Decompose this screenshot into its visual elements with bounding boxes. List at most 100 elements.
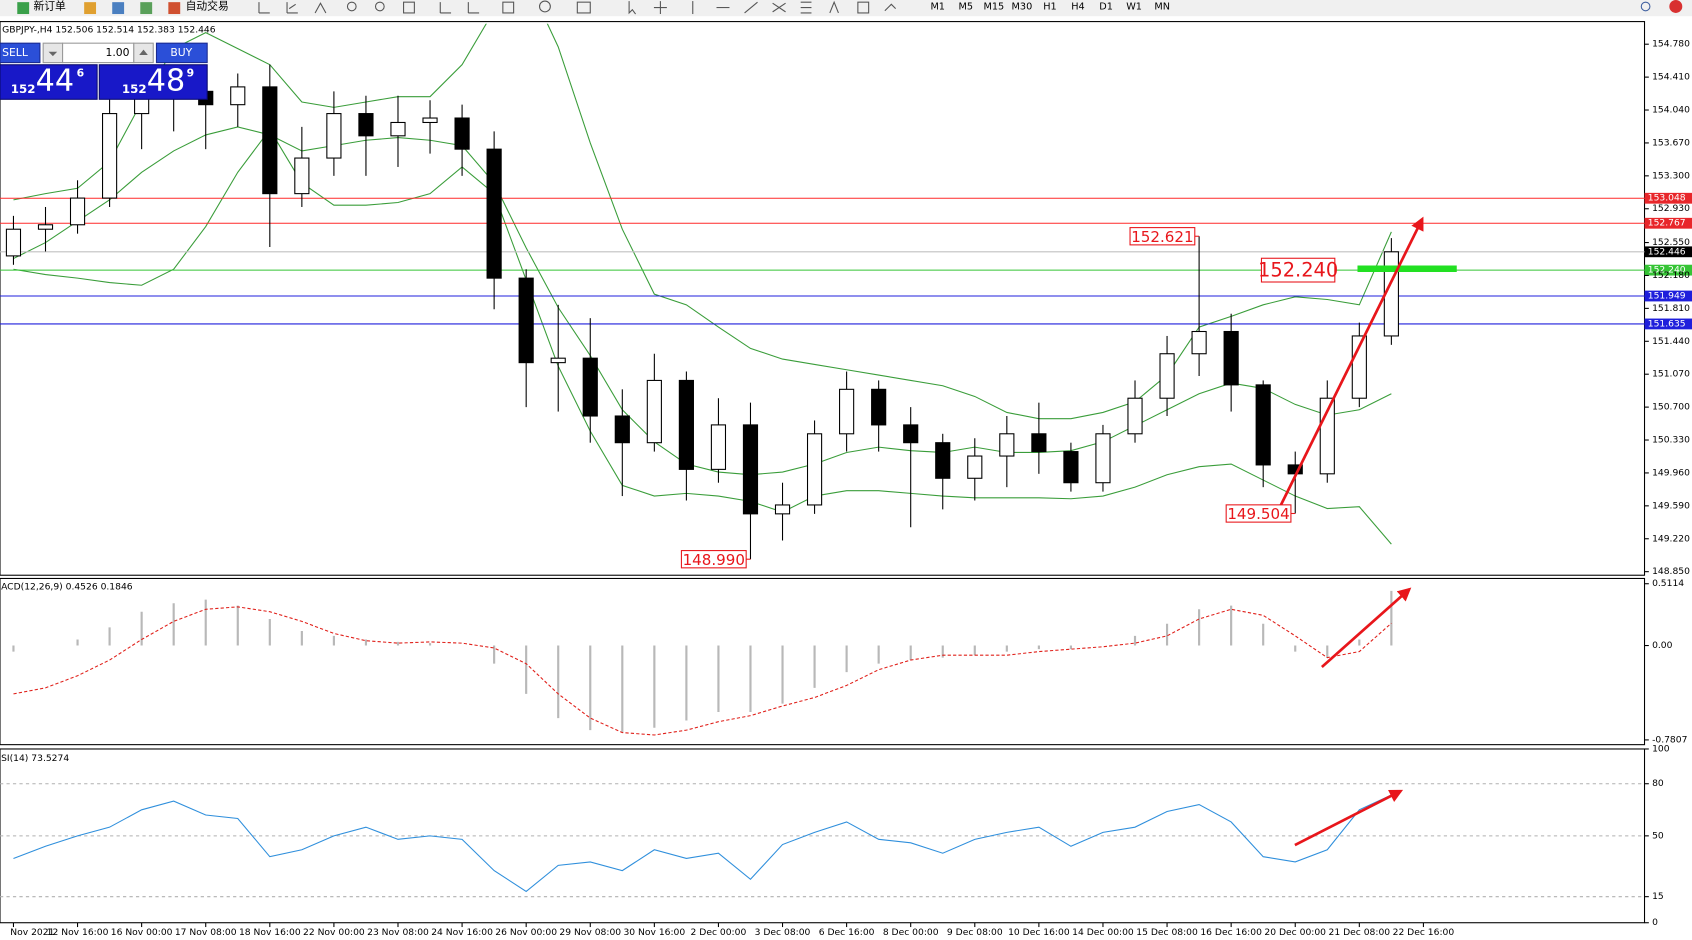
ask-box[interactable] (98, 64, 208, 100)
alert-icon[interactable] (1669, 0, 1683, 13)
chart-header: GBPJPY-,H4 152.506 152.514 152.383 152.4… (2, 25, 216, 36)
y-tick-label: 150.700 (1652, 402, 1690, 413)
periods-icon[interactable] (539, 0, 551, 13)
y-tick-label: 50 (1652, 830, 1664, 841)
timeframe-button[interactable]: W1 (1126, 1, 1142, 12)
candle-body (839, 388, 855, 435)
auto-trading-icon[interactable] (168, 2, 181, 15)
y-tick-label: 154.410 (1652, 72, 1690, 83)
y-tick-label: 152.180 (1652, 270, 1690, 281)
y-tick-label: 151.070 (1652, 369, 1690, 380)
candle-body (1031, 433, 1047, 453)
zoom-out-icon[interactable] (374, 1, 385, 12)
zoom-in-icon[interactable] (346, 1, 357, 12)
y-tick-label: -0.7807 (1652, 734, 1688, 745)
annotation-label: 152.240 (1258, 259, 1338, 282)
timeframe-button[interactable]: H1 (1043, 1, 1056, 12)
tool-icon[interactable] (258, 2, 270, 14)
candle-body (1063, 451, 1079, 484)
x-tick-label: 9 Dec 08:00 (947, 927, 1003, 938)
price-level-label: 153.048 (1648, 193, 1686, 204)
y-tick-label: 153.300 (1652, 170, 1690, 181)
tool-icon[interactable] (286, 2, 298, 14)
timeframe-button[interactable]: M15 (983, 1, 1004, 12)
tool-icon[interactable] (314, 2, 327, 14)
tile-icon[interactable] (403, 1, 415, 14)
annotation-box (1225, 504, 1292, 523)
rsi-header: SI(14) 73.5274 (1, 753, 69, 764)
macd-panel (0, 577, 1646, 746)
templates-icon[interactable] (576, 1, 591, 14)
x-tick-label: 8 Dec 00:00 (883, 927, 939, 938)
new-order-icon[interactable] (17, 2, 30, 15)
price-level-label: 151.949 (1648, 291, 1686, 302)
candle-body (614, 415, 630, 444)
candle-body (871, 388, 887, 426)
x-tick-label: 22 Nov 00:00 (303, 927, 365, 938)
up-arrow (139, 49, 148, 56)
timeframe-button[interactable]: D1 (1099, 1, 1113, 12)
search-icon[interactable] (1640, 1, 1651, 12)
y-tick-label: 150.330 (1652, 435, 1690, 446)
x-tick-label: Nov 2021 (10, 927, 54, 938)
tool-icon[interactable] (439, 2, 452, 14)
trend-arrow (1320, 587, 1412, 668)
candle-body (422, 117, 438, 124)
price-level-label: 151.635 (1648, 318, 1686, 329)
timeframe-button[interactable]: M5 (959, 1, 974, 12)
candle-body (326, 113, 342, 159)
channel-icon[interactable] (772, 2, 786, 13)
label-icon[interactable] (857, 1, 870, 14)
bid-fraction: 6 (77, 66, 85, 79)
text-icon[interactable] (829, 0, 839, 14)
y-tick-label: 154.040 (1652, 105, 1690, 116)
indicators-icon[interactable] (502, 1, 515, 14)
y-tick-label: 151.810 (1652, 303, 1690, 314)
candle-body (999, 433, 1015, 457)
y-tick-label: 148.850 (1652, 566, 1690, 577)
x-tick-label: 24 Nov 16:00 (431, 927, 493, 938)
y-tick-label: 153.670 (1652, 137, 1690, 148)
price-level-tag (1644, 264, 1692, 276)
bid-box[interactable] (0, 64, 98, 100)
x-tick-label: 20 Dec 00:00 (1264, 927, 1326, 938)
toolbar-icon[interactable] (140, 2, 153, 15)
candle-body (710, 424, 727, 470)
fibo-icon[interactable] (800, 1, 812, 14)
cursor-icon[interactable] (628, 1, 637, 15)
timeframe-button[interactable]: M30 (1012, 1, 1033, 12)
y-tick-label: 0.5114 (1652, 578, 1684, 589)
toolbar-icon[interactable] (84, 2, 97, 15)
trendline-icon[interactable] (744, 1, 758, 14)
auto-trading-button[interactable]: 自动交易 (186, 0, 229, 12)
timeframe-button[interactable]: MN (1154, 1, 1170, 12)
rsi-line (13, 794, 1392, 893)
annotation-box (680, 550, 747, 569)
candle-body (582, 357, 598, 417)
timeframe-button[interactable]: M1 (930, 1, 945, 12)
candle-body (390, 121, 406, 137)
bid-pips: 44 (36, 64, 74, 99)
new-order-button[interactable]: 新订单 (33, 0, 66, 12)
sell-button[interactable] (0, 42, 41, 64)
buy-button[interactable] (155, 42, 208, 64)
candle-body (742, 424, 759, 515)
y-tick-label: 80 (1652, 778, 1664, 789)
x-tick-label: 30 Nov 16:00 (623, 927, 685, 938)
toolbar-icon[interactable] (112, 2, 125, 15)
candle-body (454, 117, 470, 150)
toolbar (0, 0, 1692, 17)
tool-icon[interactable] (467, 2, 480, 14)
macd-header: ACD(12,26,9) 0.4526 0.1846 (1, 582, 133, 593)
candle-body (294, 157, 310, 195)
timeframe-button[interactable]: H4 (1071, 1, 1084, 12)
arrows-icon[interactable] (884, 3, 897, 12)
price-level-tag (1644, 246, 1692, 258)
ask-fraction: 9 (187, 66, 195, 79)
toolbar-tools (258, 0, 897, 15)
price-level-tag (1644, 318, 1692, 330)
y-tick-label: 15 (1652, 891, 1664, 902)
crosshair-icon[interactable] (653, 1, 667, 15)
y-tick-label: 0.00 (1652, 640, 1673, 651)
